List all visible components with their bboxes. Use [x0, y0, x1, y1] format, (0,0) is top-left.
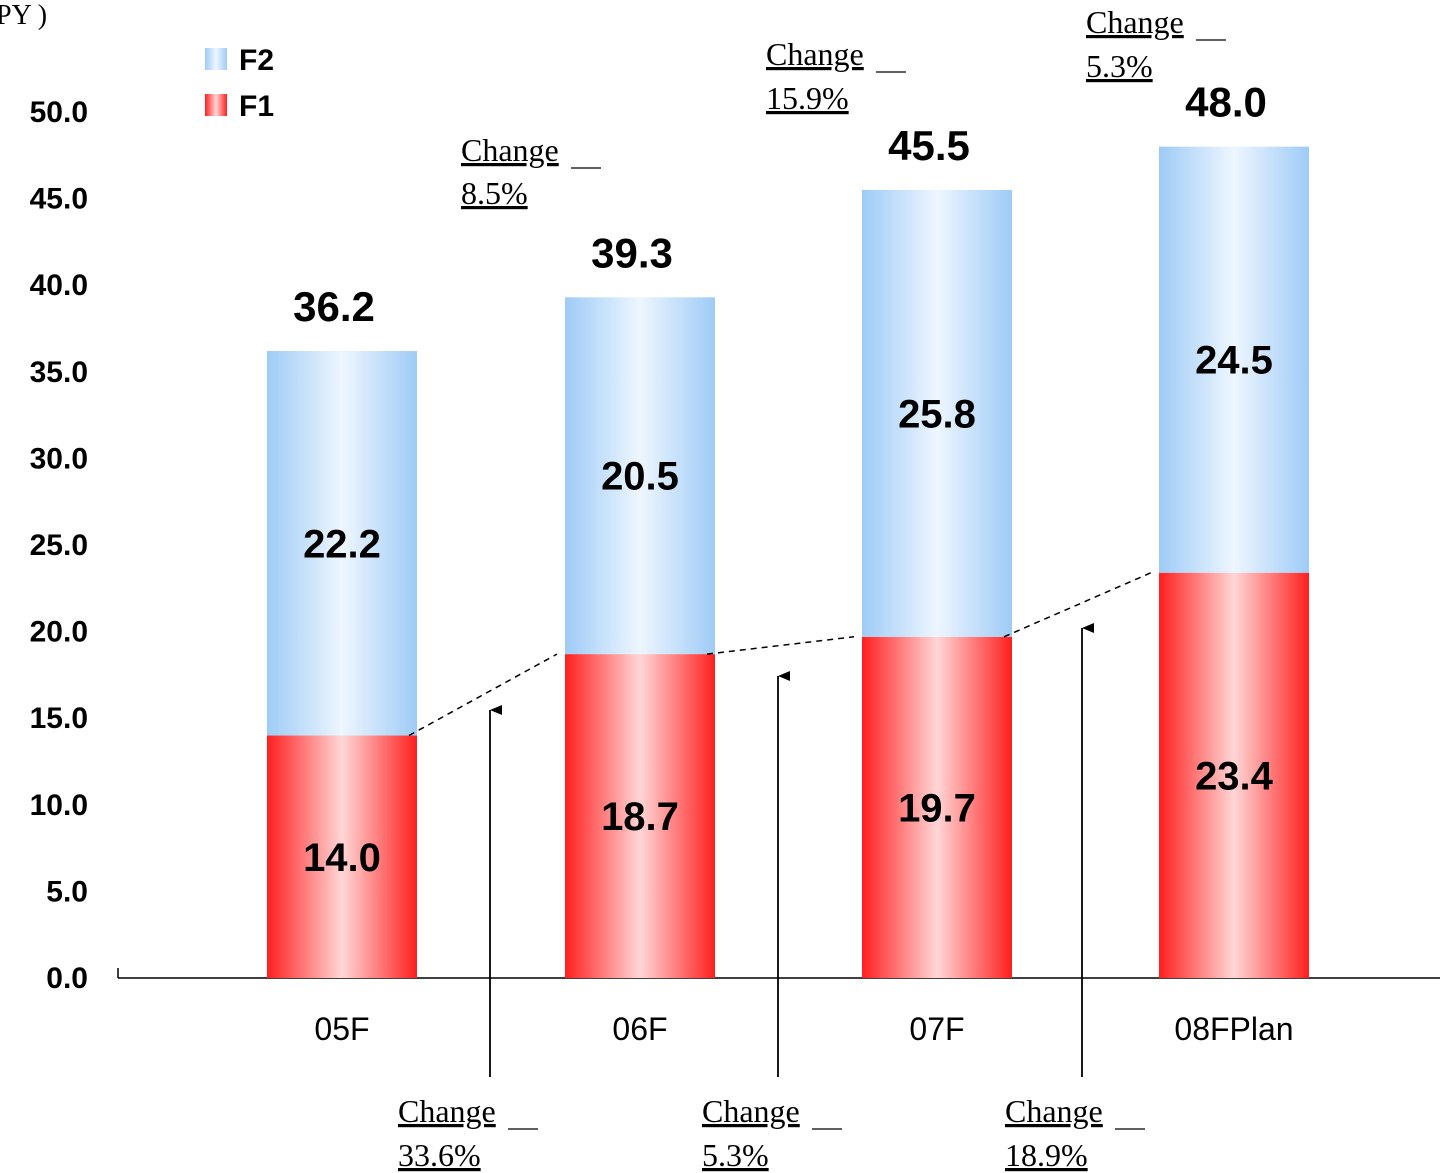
bars: 14.0 22.2 36.2 18.7 20.5 39.3 19.7 25.8 45.5 23.4…: [267, 79, 1309, 978]
y-tick-label: 20.0: [30, 616, 88, 649]
y-tick-label: 30.0: [30, 442, 88, 475]
unit-fragment: PY ): [0, 0, 47, 31]
total-change-value: 8.5%: [461, 175, 528, 211]
f1-change-label: Change: [1005, 1093, 1103, 1129]
f1-change-value: 18.9%: [1005, 1137, 1088, 1173]
total-change-label: Change: [766, 36, 864, 72]
value-label-f2: 24.5: [1195, 339, 1273, 383]
bar-f1-08FPlan: [1159, 572, 1309, 978]
legend-swatch-f2: [205, 48, 227, 70]
total-change-value: 5.3%: [1086, 48, 1153, 84]
y-tick-label: 45.0: [30, 183, 88, 216]
y-tick-label: 35.0: [30, 356, 88, 389]
total-label: 36.2: [293, 283, 375, 330]
bar-f1-07F: [862, 636, 1012, 978]
value-label-f1: 14.0: [303, 836, 381, 880]
y-tick-label: 40.0: [30, 269, 88, 302]
bar-f2-08FPlan: [1159, 146, 1309, 573]
value-label-f2: 20.5: [601, 455, 679, 499]
bar-f1-06F: [565, 654, 715, 978]
x-category-label: 07F: [909, 1011, 964, 1047]
value-label-f2: 25.8: [898, 392, 976, 436]
total-label: 39.3: [591, 229, 673, 276]
x-category-label: 08FPlan: [1174, 1011, 1293, 1047]
total-label: 45.5: [888, 122, 970, 169]
y-tick-label: 15.0: [30, 702, 88, 735]
f1-connector-line: [706, 636, 855, 655]
f1-trend-line: [408, 572, 1152, 737]
total-change-value: 15.9%: [766, 80, 849, 116]
value-label-f2: 22.2: [303, 522, 381, 566]
value-label-f1: 18.7: [601, 795, 679, 839]
total-change-label: Change: [461, 132, 559, 168]
value-label-f1: 23.4: [1195, 754, 1274, 798]
total-change-label: Change: [1086, 4, 1184, 40]
legend-swatch-f1: [205, 94, 227, 116]
f1-change-label: Change: [702, 1093, 800, 1129]
x-category-label: 06F: [612, 1011, 667, 1047]
y-tick-label: 25.0: [30, 529, 88, 562]
x-axis-categories: 05F 06F 07F 08FPlan: [314, 1011, 1293, 1047]
y-tick-label: 0.0: [46, 962, 88, 995]
y-tick-label: 5.0: [46, 875, 88, 908]
x-category-label: 05F: [314, 1011, 369, 1047]
y-tick-label: 10.0: [30, 789, 88, 822]
bar-f1-05F: [267, 735, 417, 978]
change-annotations: Change 8.5% Change 15.9% Change 5.3% Change 33.…: [398, 4, 1226, 1173]
f1-connector-line: [408, 653, 558, 737]
bar-f2-06F: [565, 297, 715, 655]
bar-f2-07F: [862, 189, 1012, 637]
f1-change-value: 33.6%: [398, 1137, 481, 1173]
f1-change-label: Change: [398, 1093, 496, 1129]
legend-label-f1: F1: [239, 90, 274, 123]
y-tick-label: 50.0: [30, 96, 88, 129]
total-label: 48.0: [1185, 79, 1267, 126]
f1-connector-line: [1003, 572, 1152, 638]
legend-label-f2: F2: [239, 44, 274, 77]
y-axis: 0.0 5.0 10.0 15.0 20.0 25.0 30.0 35.0 40.0 45.0 50…: [30, 96, 88, 995]
bar-f2-05F: [267, 351, 417, 736]
f1-change-value: 5.3%: [702, 1137, 769, 1173]
value-label-f1: 19.7: [898, 786, 976, 830]
